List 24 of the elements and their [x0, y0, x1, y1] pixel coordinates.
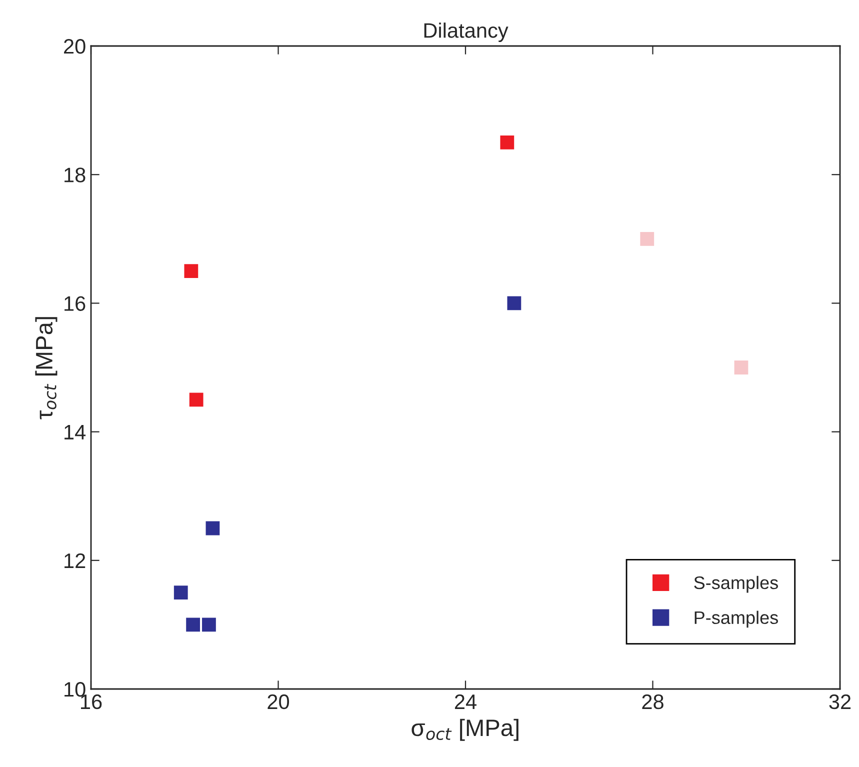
- y-tick-label: 18: [64, 168, 86, 182]
- legend-label: P-samples: [694, 610, 778, 628]
- y-tick-label: 16: [64, 296, 86, 311]
- x-tick-label: 20: [268, 694, 290, 710]
- x-tick-label: 28: [642, 694, 664, 710]
- point: [202, 618, 216, 632]
- y-tick-label: 14: [64, 425, 86, 440]
- x-axis-title: σ$_{oct}$ [MPa]: [412, 718, 518, 741]
- y-tick-label: 20: [64, 39, 86, 54]
- point: [640, 232, 654, 246]
- point: [500, 136, 514, 150]
- point: [734, 360, 748, 374]
- point: [186, 618, 200, 632]
- point: [507, 296, 522, 310]
- point: [189, 392, 204, 407]
- chart-title: Dilatancy: [424, 22, 508, 42]
- point: [206, 521, 220, 536]
- point: [174, 586, 188, 600]
- y-axis-title: τ$_{oct}$ [MPa]: [35, 317, 58, 420]
- y-tick-label: 12: [64, 553, 86, 568]
- x-tick-label: 24: [454, 694, 476, 709]
- legend-label: S-samples: [694, 576, 778, 593]
- x-tick-label: 32: [829, 694, 851, 710]
- point: [184, 264, 198, 278]
